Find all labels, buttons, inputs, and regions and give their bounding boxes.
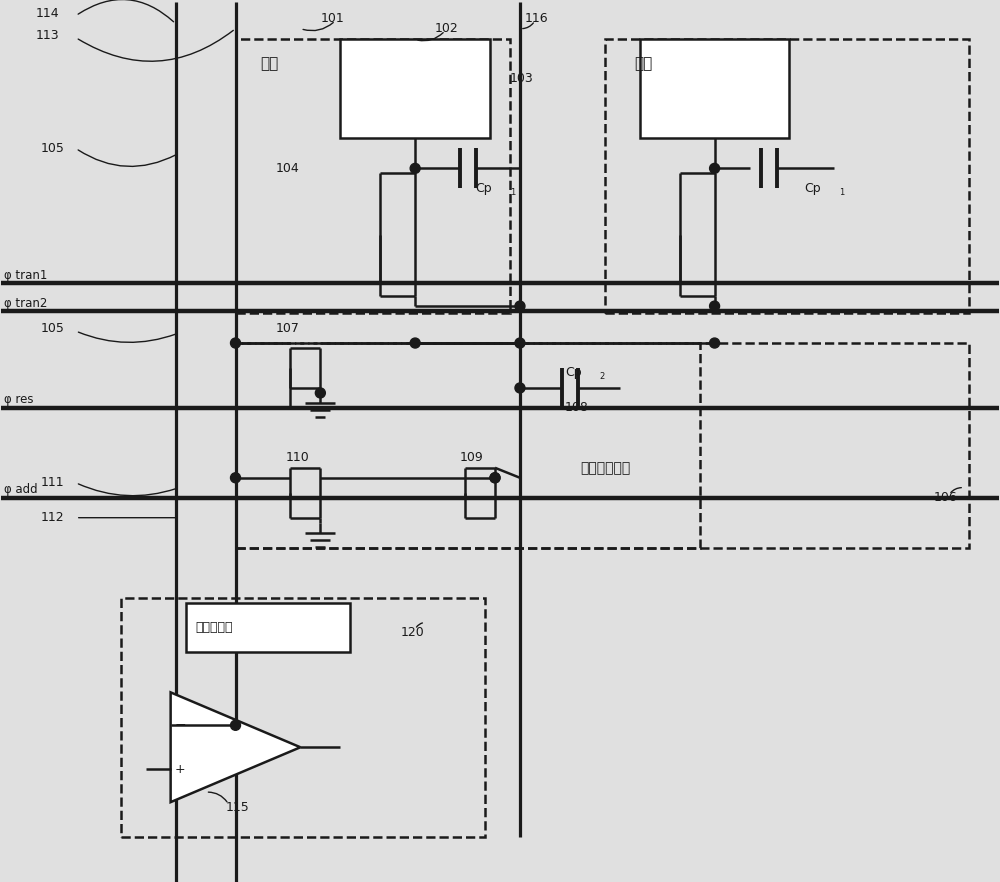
Text: +: + [175,763,185,775]
Text: 113: 113 [36,29,60,42]
Text: 像素共有电路: 像素共有电路 [580,460,630,475]
Text: 120: 120 [400,626,424,639]
Bar [605,39,969,313]
Bar [186,602,350,653]
Text: φ res: φ res [4,393,33,407]
Text: 102: 102 [435,22,459,35]
Text: φ tran2: φ tran2 [4,296,47,310]
Text: 101: 101 [320,12,344,26]
Circle shape [710,338,720,348]
Text: 112: 112 [41,512,65,524]
Text: 列共有电路: 列共有电路 [196,621,233,634]
Text: 115: 115 [226,801,249,813]
Circle shape [410,163,420,174]
Bar [236,343,969,548]
Text: 111: 111 [41,476,65,490]
Circle shape [515,383,525,393]
Text: 像素: 像素 [260,56,279,71]
Text: 104: 104 [275,162,299,175]
Circle shape [490,473,500,482]
Text: 105: 105 [41,322,65,334]
Text: 110: 110 [285,452,309,464]
Text: φ tran1: φ tran1 [4,269,47,281]
Polygon shape [171,692,300,802]
Text: 109: 109 [460,452,484,464]
Bar [121,597,485,837]
Bar [640,39,789,138]
Text: 116: 116 [525,12,549,26]
Bar [340,39,490,138]
Text: 103: 103 [510,72,534,85]
Circle shape [410,338,420,348]
Text: 1: 1 [510,188,515,197]
Circle shape [515,338,525,348]
Circle shape [710,163,720,174]
Circle shape [231,473,240,482]
Circle shape [231,338,240,348]
Text: 像素: 像素 [635,56,653,71]
Text: Cp: Cp [475,182,492,195]
Text: −: − [175,718,186,732]
Bar [236,343,700,548]
Circle shape [315,388,325,398]
Circle shape [515,301,525,311]
Text: 108: 108 [565,401,589,415]
Text: Cp: Cp [565,367,582,379]
Circle shape [710,301,720,311]
Text: 107: 107 [275,322,299,334]
Bar [236,39,510,313]
Text: Cp: Cp [804,182,821,195]
Text: 105: 105 [41,142,65,155]
Text: 1: 1 [839,188,845,197]
Text: φ add: φ add [4,483,38,497]
Text: 2: 2 [600,372,605,382]
Text: 106: 106 [934,491,958,505]
Circle shape [231,721,240,730]
Circle shape [490,473,500,482]
Text: 114: 114 [36,7,60,20]
